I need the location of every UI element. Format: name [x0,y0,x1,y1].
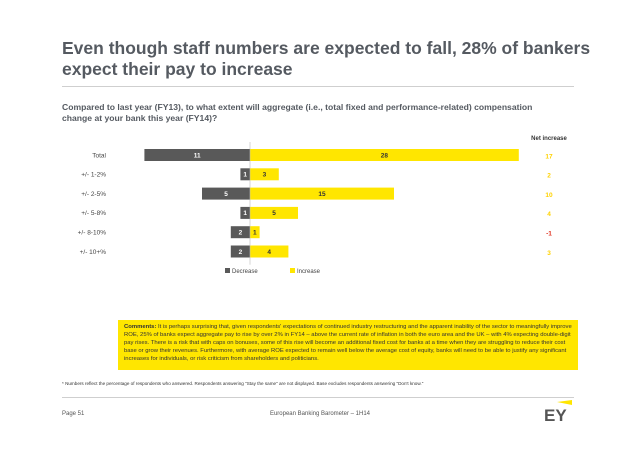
decrease-bar [230,226,250,239]
decrease-value-label: 5 [224,191,228,198]
increase-bar [250,168,279,181]
net-increase-value: 10 [545,192,553,199]
increase-value-label: 28 [381,152,389,159]
decrease-value-label: 11 [194,152,201,159]
net-increase-value: 3 [547,250,551,257]
increase-bar [250,206,298,219]
legend-swatch-decrease [225,268,230,273]
comments-text: It is perhaps surprising that, given res… [124,324,572,363]
legend-label-increase: Increase [297,269,321,275]
survey-question: Compared to last year (FY13), to what ex… [62,102,533,123]
net-increase-value: 17 [545,153,553,160]
decrease-value-label: 2 [239,249,243,256]
increase-value-label: 15 [318,191,326,198]
category-label: +/- 2-5% [81,191,106,198]
diverging-bar-chart: Total 11 28 17+/- 1-2% 1 3 2+/- 2-5% 5 15 10+/- 5… [78,142,553,275]
decrease-bar [202,187,250,200]
decrease-value-label: 1 [243,172,247,179]
title-divider [62,86,574,87]
decrease-bar [230,245,250,258]
legend-label-decrease: Decrease [232,269,258,275]
decrease-bar [240,168,250,181]
net-increase-value: 4 [547,211,551,218]
category-label: +/- 8-10% [78,230,107,237]
increase-value-label: 4 [267,249,271,256]
ey-logo-icon: EY [544,400,572,422]
comments-label: Comments: [124,324,157,330]
footer-divider [62,397,574,398]
report-name: European Banking Barometer – 1H14 [269,411,371,417]
increase-bar [250,226,260,239]
decrease-value-label: 1 [243,210,247,217]
category-label: +/- 5-8% [81,210,106,217]
category-label: Total [92,152,106,159]
legend-swatch-increase [290,268,295,273]
increase-value-label: 5 [272,210,276,217]
net-increase-header: Net increase [531,136,567,142]
category-label: +/- 10+% [80,249,107,256]
net-increase-value: 2 [547,173,551,180]
page-title: Even though staff numbers are expected t… [62,38,591,79]
svg-text:EY: EY [544,406,567,422]
page-number: Page 51 [62,411,85,417]
increase-value-label: 1 [253,230,257,237]
decrease-bar [144,149,250,161]
decrease-value-label: 2 [239,230,243,237]
category-label: +/- 1-2% [81,172,106,179]
comments-box: Comments: It is perhaps surprising that,… [118,320,578,370]
net-increase-value: -1 [546,231,552,238]
increase-bar [250,149,519,161]
increase-bar [250,245,289,258]
decrease-bar [240,206,250,219]
increase-value-label: 3 [263,172,267,179]
footnote: * Numbers reflect the percentage of resp… [62,381,424,386]
increase-bar [250,187,394,200]
